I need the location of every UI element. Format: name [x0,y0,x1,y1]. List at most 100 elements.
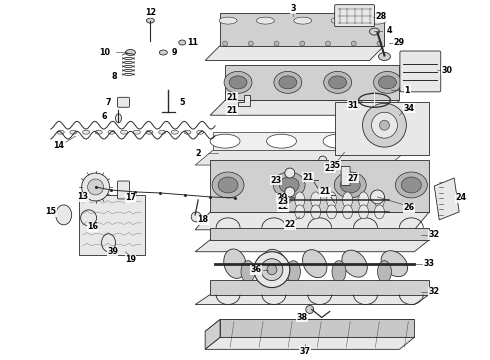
Ellipse shape [274,71,302,93]
Ellipse shape [224,249,246,278]
Ellipse shape [378,76,396,89]
FancyBboxPatch shape [335,5,374,27]
Text: 29: 29 [394,38,405,47]
Ellipse shape [327,192,337,208]
Text: 14: 14 [53,141,64,150]
Polygon shape [285,192,365,205]
Ellipse shape [101,234,116,252]
Text: 33: 33 [424,259,435,268]
Ellipse shape [311,205,321,219]
Circle shape [306,306,314,314]
Text: 23: 23 [270,176,281,185]
Polygon shape [210,160,429,212]
Ellipse shape [210,134,240,148]
Polygon shape [373,93,375,106]
Text: 26: 26 [404,203,415,212]
Ellipse shape [95,130,102,134]
Text: 21: 21 [319,188,330,197]
Circle shape [325,41,330,46]
Ellipse shape [229,76,247,89]
Circle shape [267,265,277,275]
Text: 34: 34 [404,104,415,113]
Text: 17: 17 [125,193,136,202]
Text: 25: 25 [324,163,335,172]
Ellipse shape [57,130,64,134]
Polygon shape [335,102,429,155]
Polygon shape [205,45,385,60]
Ellipse shape [377,261,392,283]
Text: 20: 20 [276,193,288,202]
Ellipse shape [159,130,166,134]
Ellipse shape [295,192,305,208]
Text: 4: 4 [387,26,392,35]
Text: 21: 21 [226,106,238,115]
Ellipse shape [224,71,252,93]
Ellipse shape [218,177,238,193]
Ellipse shape [378,53,391,60]
Ellipse shape [334,172,366,198]
Text: 27: 27 [347,174,358,183]
Ellipse shape [379,134,409,148]
Ellipse shape [359,192,368,208]
Ellipse shape [273,172,305,198]
Ellipse shape [329,76,346,89]
Polygon shape [205,337,415,349]
Polygon shape [195,294,429,305]
Ellipse shape [342,250,368,277]
Ellipse shape [343,192,353,208]
Ellipse shape [373,71,401,93]
Text: 24: 24 [456,193,467,202]
Polygon shape [210,100,399,115]
Ellipse shape [196,130,204,134]
Circle shape [379,120,390,130]
Ellipse shape [359,205,368,219]
Circle shape [254,252,290,288]
Text: 6: 6 [102,112,107,121]
Ellipse shape [256,17,274,24]
Ellipse shape [340,177,360,193]
Ellipse shape [374,205,385,219]
Text: 28: 28 [376,12,387,21]
Ellipse shape [343,205,353,219]
Polygon shape [78,195,146,255]
Text: 12: 12 [145,8,156,17]
Circle shape [370,190,385,204]
Polygon shape [195,212,429,230]
Ellipse shape [395,172,427,198]
Ellipse shape [108,130,115,134]
Text: 36: 36 [250,265,262,274]
Ellipse shape [147,18,154,23]
Circle shape [274,41,279,46]
Polygon shape [434,178,459,220]
Ellipse shape [83,130,90,134]
Text: 21: 21 [226,93,238,102]
Ellipse shape [295,205,305,219]
Circle shape [222,41,227,46]
Polygon shape [213,132,407,150]
Ellipse shape [381,251,408,276]
Text: 16: 16 [87,222,98,231]
Text: 8: 8 [112,72,117,81]
Text: 32: 32 [429,230,440,239]
Ellipse shape [172,130,178,134]
Polygon shape [210,228,429,240]
Text: 30: 30 [441,66,453,75]
Ellipse shape [121,130,127,134]
Circle shape [285,168,295,178]
Text: 23: 23 [277,197,289,206]
Circle shape [285,187,295,197]
Circle shape [81,210,97,226]
Ellipse shape [311,192,321,208]
Text: 10: 10 [99,48,110,57]
Ellipse shape [279,177,299,193]
Text: 38: 38 [296,313,307,322]
Text: 19: 19 [125,255,136,264]
Text: 7: 7 [106,98,111,107]
Text: 32: 32 [429,287,440,296]
Ellipse shape [303,250,327,278]
Ellipse shape [159,50,167,55]
Polygon shape [238,95,250,106]
Ellipse shape [327,205,337,219]
Ellipse shape [401,177,421,193]
Ellipse shape [332,261,346,283]
